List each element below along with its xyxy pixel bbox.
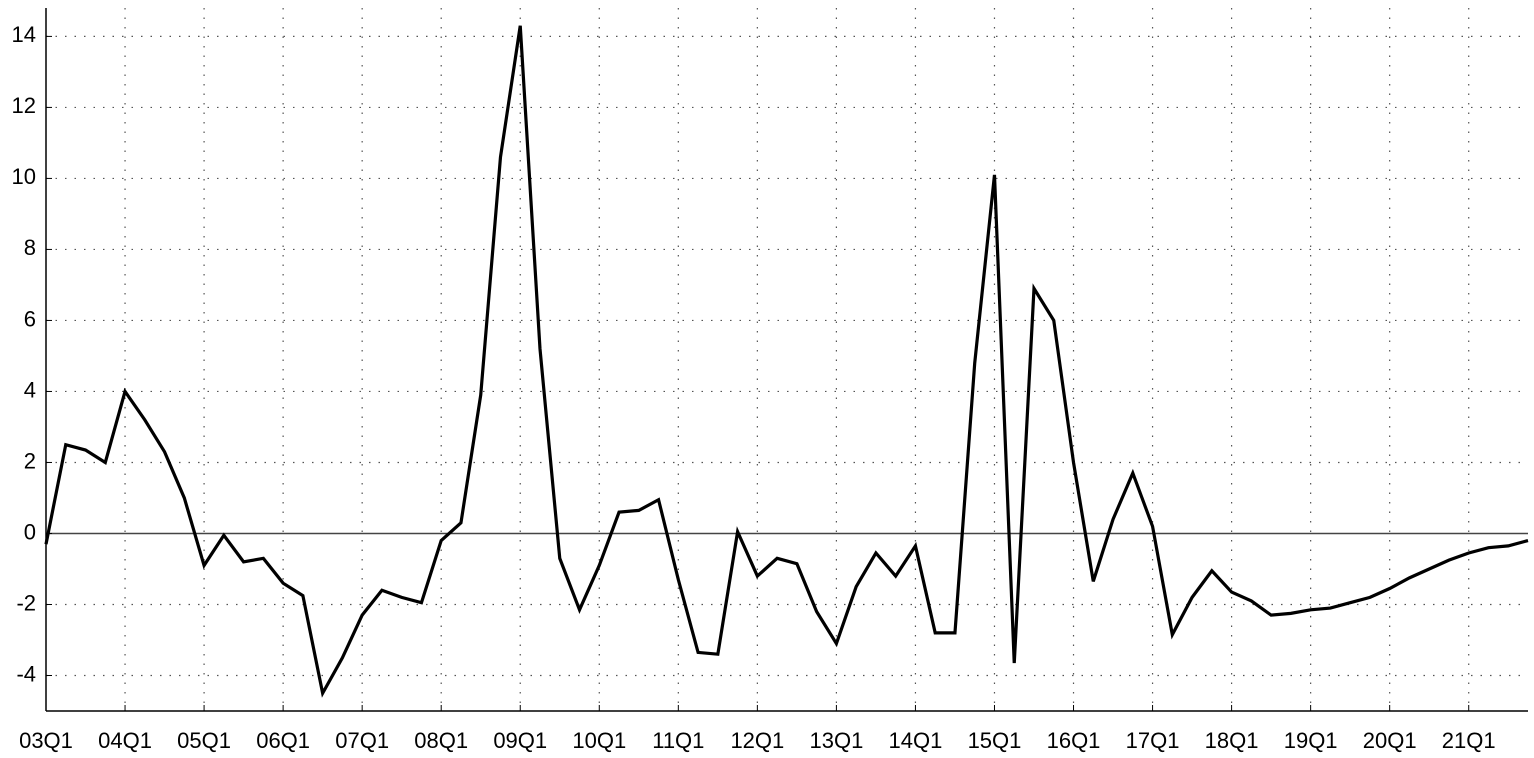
x-tick-label: 20Q1 xyxy=(1363,728,1417,753)
x-tick-label: 15Q1 xyxy=(968,728,1022,753)
x-tick-label: 14Q1 xyxy=(889,728,943,753)
y-tick-label: 2 xyxy=(24,448,36,473)
x-tick-label: 08Q1 xyxy=(414,728,468,753)
y-tick-label: 0 xyxy=(24,519,36,544)
y-tick-label: 8 xyxy=(24,235,36,260)
line-series xyxy=(44,25,1529,698)
x-tick-label: 04Q1 xyxy=(98,728,152,753)
y-tick-label: -2 xyxy=(16,590,36,615)
x-tick-label: 16Q1 xyxy=(1047,728,1101,753)
x-tick-label: 09Q1 xyxy=(493,728,547,753)
y-tick-label: 14 xyxy=(12,22,36,47)
x-tick-label: 07Q1 xyxy=(335,728,389,753)
y-tick-label: 6 xyxy=(24,306,36,331)
x-tick-label: 06Q1 xyxy=(256,728,310,753)
y-tick-label: 12 xyxy=(12,93,36,118)
y-tick-label: -4 xyxy=(16,661,36,686)
x-tick-label: 12Q1 xyxy=(730,728,784,753)
x-tick-label: 11Q1 xyxy=(652,728,704,753)
x-tick-label: 05Q1 xyxy=(177,728,231,753)
x-tick-label: 13Q1 xyxy=(809,728,863,753)
x-tick-label: 19Q1 xyxy=(1284,728,1338,753)
x-tick-label: 17Q1 xyxy=(1126,728,1180,753)
x-tick-label: 10Q1 xyxy=(572,728,626,753)
x-tick-label: 18Q1 xyxy=(1205,728,1259,753)
x-tick-label: 21Q1 xyxy=(1442,728,1496,753)
x-tick-label: 03Q1 xyxy=(19,728,73,753)
y-tick-label: 10 xyxy=(12,164,36,189)
y-tick-label: 4 xyxy=(24,377,36,402)
